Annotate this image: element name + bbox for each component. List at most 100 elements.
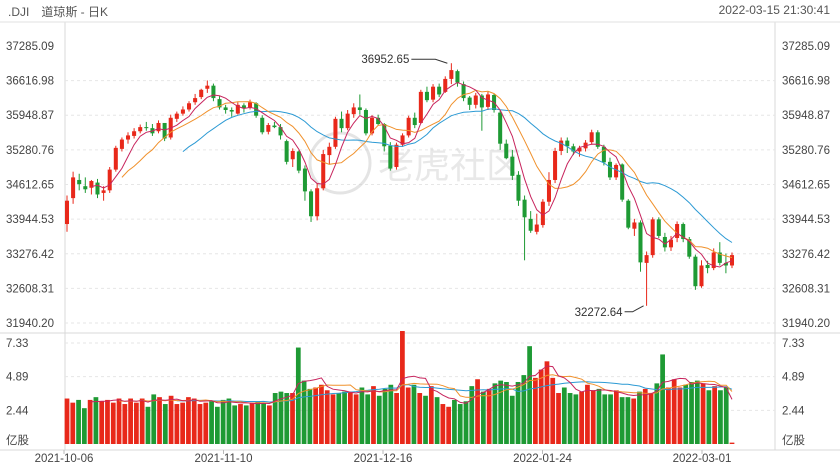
volume-bar bbox=[579, 391, 585, 444]
volume-bar bbox=[267, 405, 272, 444]
price-tick-label-left: 33276.42 bbox=[6, 249, 54, 261]
volume-bar bbox=[151, 394, 157, 444]
candle-body bbox=[699, 265, 704, 287]
candle-body bbox=[406, 117, 411, 136]
volume-bar bbox=[625, 397, 631, 444]
volume-bar bbox=[573, 394, 579, 444]
candle-body bbox=[632, 222, 637, 229]
candle-body bbox=[675, 224, 680, 239]
candle-body bbox=[461, 84, 466, 99]
volume-bar bbox=[243, 405, 249, 444]
candle-body bbox=[174, 113, 179, 119]
candle-body bbox=[254, 103, 259, 116]
candle-body bbox=[290, 150, 295, 160]
volume-bar bbox=[145, 406, 151, 444]
low-annotation-label: 32272.64 bbox=[575, 307, 624, 319]
volume-bar bbox=[619, 397, 625, 444]
volume-bar bbox=[307, 388, 313, 444]
volume-bar bbox=[76, 399, 81, 444]
volume-bar bbox=[290, 393, 295, 444]
candle-body bbox=[388, 145, 393, 169]
candle-body bbox=[205, 85, 210, 89]
candle-body bbox=[333, 118, 338, 147]
watermark-logo-icon bbox=[308, 131, 372, 195]
volume-bar bbox=[93, 397, 99, 444]
candle-body bbox=[668, 239, 674, 248]
volume-bar bbox=[718, 390, 723, 444]
volume-ma10-line bbox=[118, 374, 733, 404]
candle-body bbox=[394, 144, 399, 168]
candle-body bbox=[528, 218, 533, 231]
candle-body bbox=[363, 110, 368, 134]
volume-bar bbox=[544, 361, 550, 444]
volume-bar bbox=[110, 402, 116, 444]
volume-tick-label-left: 2.44 bbox=[6, 405, 29, 417]
candle-body bbox=[193, 98, 198, 103]
volume-bar bbox=[671, 379, 677, 444]
candle-body bbox=[705, 264, 710, 269]
candle-body bbox=[559, 140, 564, 151]
candle-body bbox=[717, 252, 722, 263]
candle-body bbox=[467, 97, 472, 105]
volume-bar bbox=[284, 393, 290, 444]
volume-bar bbox=[191, 398, 197, 444]
volume-bar bbox=[405, 387, 411, 444]
volume-bar bbox=[729, 442, 735, 444]
candle-body bbox=[431, 86, 436, 100]
candle-body bbox=[443, 78, 448, 92]
high-annotation-leader bbox=[411, 58, 448, 64]
volume-bar bbox=[550, 377, 556, 444]
candle-body bbox=[223, 107, 228, 111]
volume-bar bbox=[631, 398, 637, 444]
price-tick-label-right: 37285.09 bbox=[782, 41, 830, 53]
volume-bar bbox=[492, 383, 498, 444]
volume-bar bbox=[261, 402, 266, 444]
volume-bar bbox=[608, 394, 613, 444]
volume-bar bbox=[122, 404, 128, 444]
volume-bar bbox=[214, 406, 220, 444]
candle-body bbox=[370, 117, 375, 134]
candle-body bbox=[345, 113, 350, 129]
candle-body bbox=[565, 140, 570, 147]
candle-body bbox=[321, 154, 326, 189]
volume-bar bbox=[480, 391, 486, 444]
candle-body bbox=[687, 239, 692, 257]
candle-body bbox=[504, 143, 509, 159]
volume-bar bbox=[533, 377, 538, 444]
candle-body bbox=[473, 95, 478, 105]
candle-body bbox=[400, 135, 405, 145]
volume-ma5-line bbox=[90, 365, 733, 405]
candle-body bbox=[376, 117, 381, 125]
candle-body bbox=[693, 256, 698, 287]
volume-bar bbox=[197, 404, 203, 444]
price-tick-label-left: 35280.76 bbox=[6, 145, 54, 157]
volume-bar bbox=[694, 380, 700, 444]
candle-body bbox=[424, 91, 429, 101]
candle-body bbox=[638, 222, 643, 263]
low-annotation-leader bbox=[624, 305, 644, 313]
volume-tick-label-right: 7.33 bbox=[782, 338, 804, 350]
volume-bar bbox=[209, 401, 214, 444]
price-tick-label-left: 36616.98 bbox=[6, 76, 54, 88]
price-tick-label-left: 33944.53 bbox=[6, 214, 54, 226]
volume-bar bbox=[428, 386, 434, 444]
candle-body bbox=[296, 151, 301, 171]
candle-body bbox=[327, 146, 332, 156]
candle-body bbox=[64, 200, 70, 225]
candle-body bbox=[412, 117, 417, 126]
candle-body bbox=[339, 118, 344, 129]
volume-bar bbox=[712, 386, 718, 444]
volume-tick-label-right: 2.44 bbox=[782, 405, 805, 417]
candle-body bbox=[272, 125, 277, 128]
candle-body bbox=[711, 252, 716, 269]
volume-bar bbox=[463, 401, 469, 444]
candle-body bbox=[553, 150, 558, 180]
watermark-text: 老虎社区 bbox=[378, 146, 522, 187]
candle-body bbox=[71, 177, 76, 199]
volume-tick-label-left: 4.89 bbox=[6, 372, 28, 384]
candle-body bbox=[278, 127, 283, 136]
x-tick-label: 2021-10-06 bbox=[35, 453, 94, 465]
ma20-line bbox=[182, 108, 733, 243]
timestamp-label: 2022-03-15 21:30:41 bbox=[718, 3, 830, 17]
